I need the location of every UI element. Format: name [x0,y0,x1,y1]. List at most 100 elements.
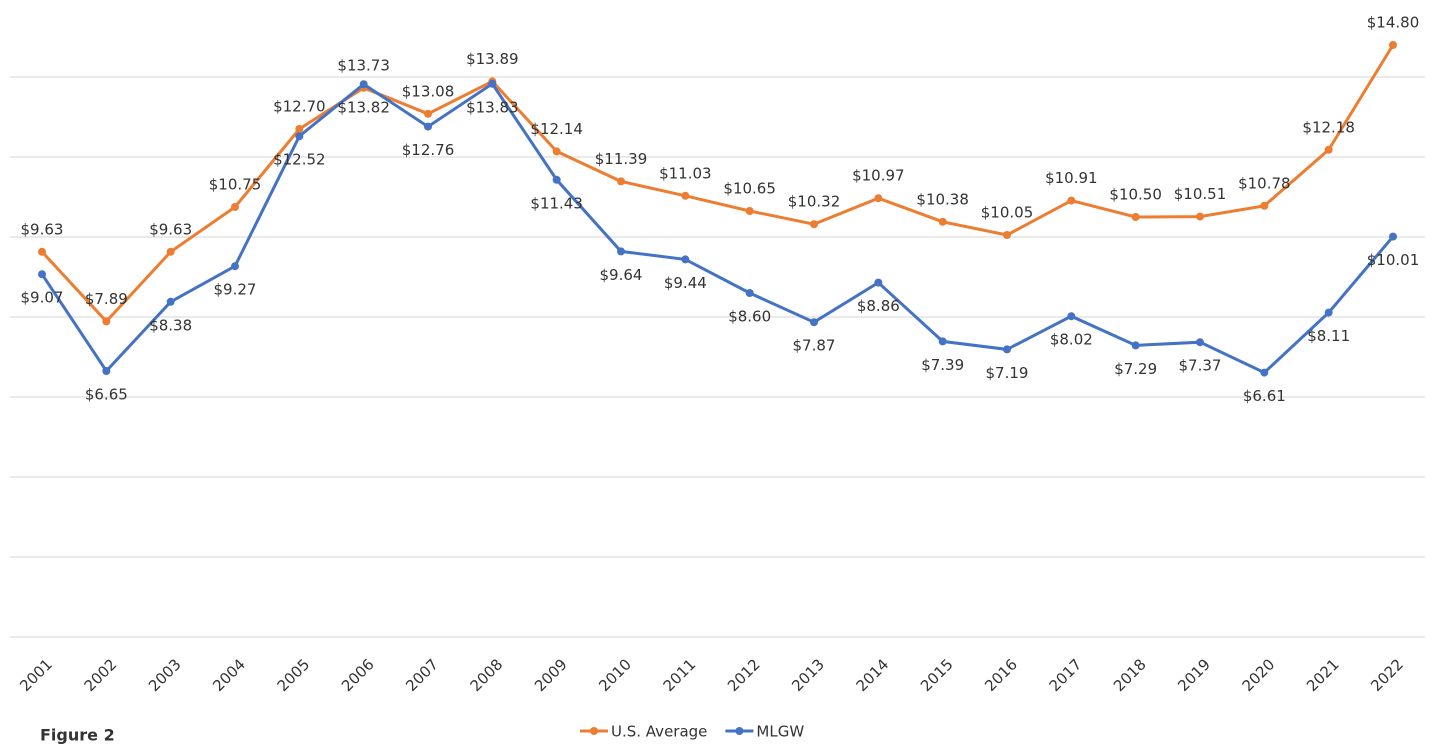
data-label: $7.87 [793,337,836,355]
data-label: $12.52 [273,151,326,169]
marker [1389,232,1397,241]
data-label: $8.86 [857,297,900,315]
data-label: $13.83 [466,98,519,116]
marker [488,79,497,88]
data-label: $7.37 [1179,357,1222,375]
marker [166,247,175,256]
x-tick-label: 2017 [1046,655,1086,695]
data-label: $10.75 [209,176,262,194]
x-tick-label: 2001 [16,655,56,695]
x-tick-label: 2016 [981,655,1021,695]
data-label: $13.73 [337,56,390,74]
marker [1389,41,1397,49]
legend-marker [590,727,598,735]
x-tick-label: 2007 [402,655,442,695]
marker [810,220,818,229]
data-label: $7.89 [85,290,128,308]
legend-marker [735,727,744,735]
data-label: $7.29 [1114,360,1157,378]
marker [1003,345,1011,354]
x-tick-label: 2022 [1367,655,1407,695]
marker [231,203,239,211]
marker [617,247,625,256]
data-label: $9.07 [21,289,64,307]
x-tick-label: 2003 [145,655,185,695]
data-label: $14.80 [1367,14,1420,32]
data-label: $8.11 [1307,327,1350,345]
legend-item: U.S. Average [580,723,707,741]
marker [874,194,883,203]
x-tick-label: 2018 [1110,655,1150,695]
marker [38,270,46,279]
x-tick-label: 2014 [853,655,893,695]
marker [617,177,625,186]
marker [1067,196,1076,205]
marker [102,317,111,326]
marker [874,278,883,287]
data-label: $10.78 [1238,174,1291,192]
marker [424,122,432,131]
marker [102,367,111,375]
line [40,44,1395,324]
data-label: $11.39 [595,150,648,168]
legend-label: MLGW [756,723,804,741]
data-label: $8.38 [149,316,192,334]
data-label: $9.63 [21,220,64,238]
marker [1260,368,1269,377]
data-label: $7.19 [986,364,1029,382]
x-tick-label: 2015 [917,655,957,695]
marker [938,217,947,226]
data-label: $13.82 [337,99,390,117]
caption: Figure 2 [40,726,115,745]
data-label: $10.97 [852,167,905,185]
x-tick-label: 2020 [1239,655,1279,695]
data-label: $9.27 [214,281,257,299]
x-tick-label: 2008 [467,655,507,695]
marker [745,207,754,215]
data-label: $6.61 [1243,387,1286,405]
marker [1196,338,1204,347]
data-label: $6.65 [85,386,128,404]
data-label: $10.91 [1045,169,1098,187]
data-label: $13.89 [466,50,519,68]
x-tick-label: 2021 [1303,655,1343,695]
legend-item: MLGW [725,723,804,741]
data-label: $11.03 [659,164,712,182]
x-tick-label: 2010 [595,655,635,695]
x-tick-label: 2004 [209,655,249,695]
x-tick-label: 2011 [660,655,700,695]
data-label: $8.60 [728,308,771,326]
data-label: $10.01 [1367,251,1420,269]
data-label: $12.70 [273,98,326,116]
marker [1131,213,1140,221]
marker [681,255,690,264]
data-label: $12.18 [1302,118,1355,136]
marker [745,289,754,297]
marker [166,297,175,306]
data-label: $10.38 [916,190,969,208]
data-label: $9.64 [600,266,643,284]
marker [295,125,304,133]
marker [810,318,818,327]
data-label: $9.63 [149,220,192,238]
data-label: $12.14 [530,120,583,138]
legend-label: U.S. Average [611,723,707,741]
marker [1131,341,1140,350]
marker [552,175,561,184]
data-label: $10.65 [723,180,776,198]
marker [1260,201,1269,210]
marker [424,109,432,118]
marker [1003,231,1011,239]
marker [1196,212,1204,221]
marker [681,191,690,200]
x-tick-label: 2009 [531,655,571,695]
data-label: $10.05 [981,204,1034,222]
data-label: $9.44 [664,274,707,292]
marker [552,147,561,156]
x-tick-label: 2002 [81,655,121,695]
data-label: $13.08 [402,82,455,100]
marker [38,247,46,256]
data-label: $10.50 [1109,186,1162,204]
x-tick-label: 2006 [338,655,378,695]
